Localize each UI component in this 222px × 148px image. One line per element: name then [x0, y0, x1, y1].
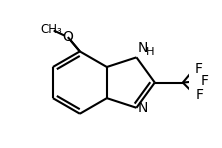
Text: CH₃: CH₃	[40, 23, 62, 36]
Text: F: F	[196, 88, 204, 102]
Text: N: N	[137, 41, 148, 55]
Text: F: F	[201, 74, 209, 88]
Text: O: O	[62, 30, 73, 44]
Text: H: H	[146, 47, 155, 57]
Text: N: N	[137, 101, 148, 115]
Text: F: F	[194, 62, 202, 76]
